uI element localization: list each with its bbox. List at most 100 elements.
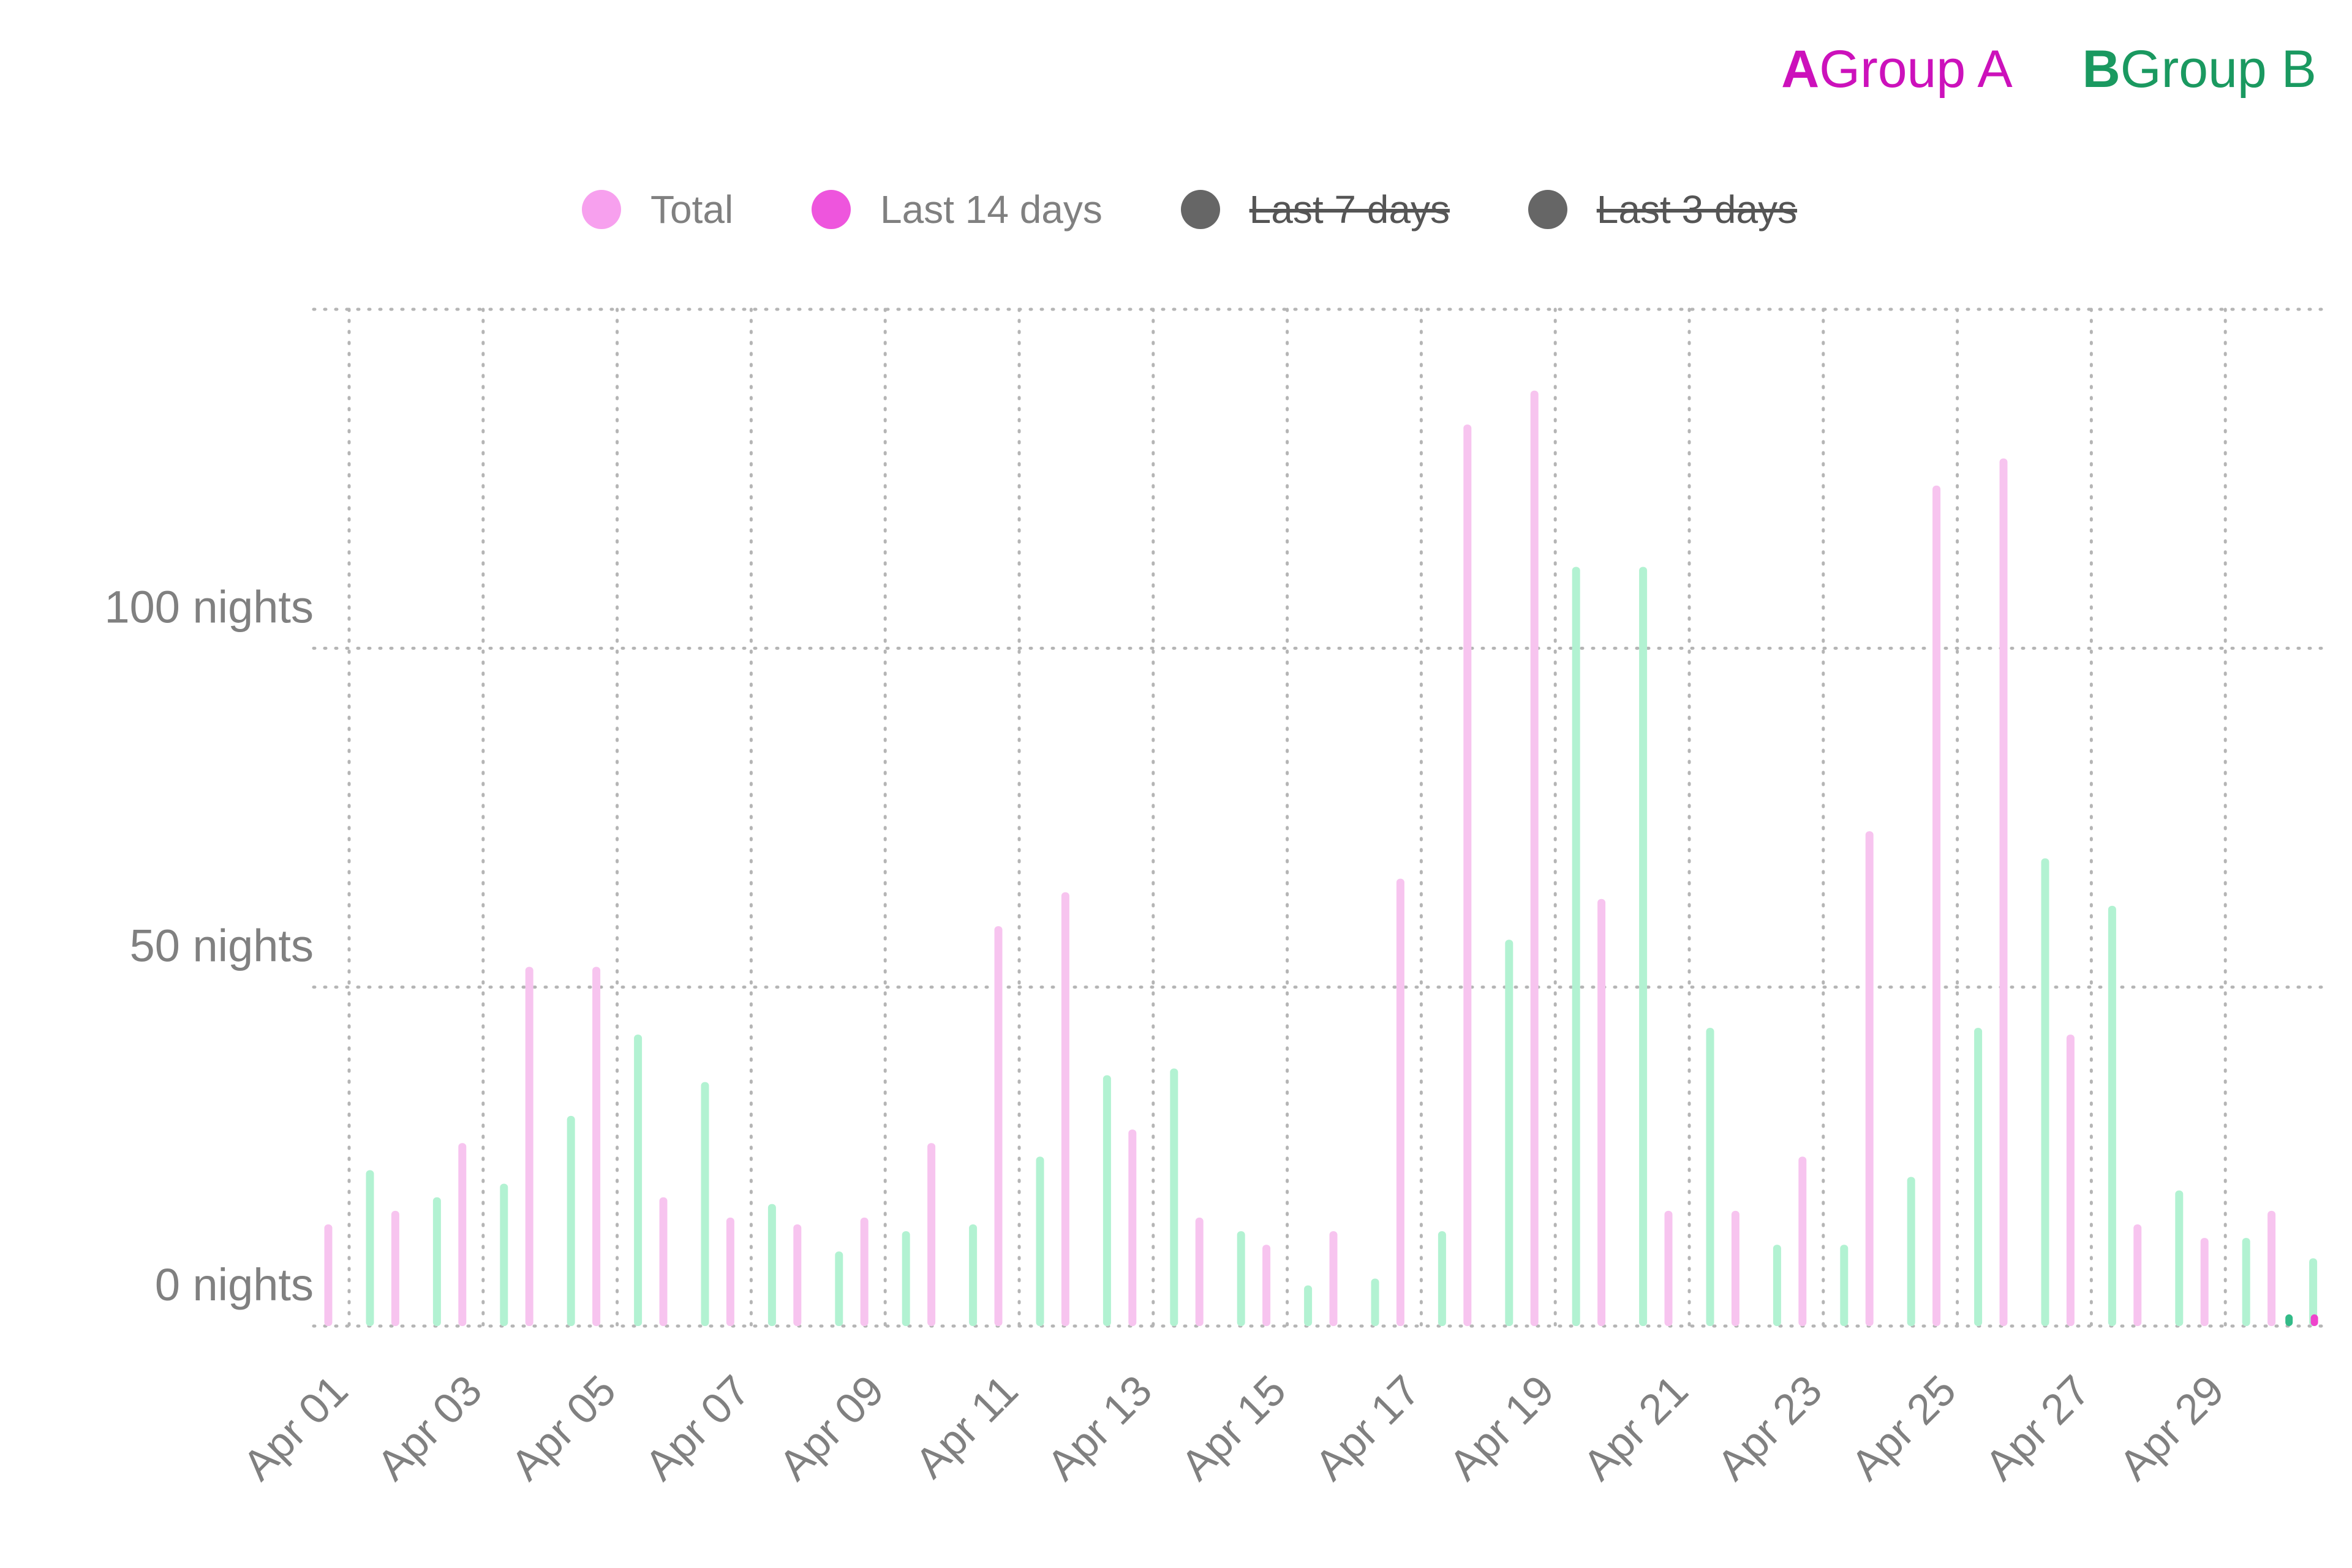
bar-b-apr-12[interactable] [1102,1075,1111,1326]
bar-b-apr-14[interactable] [1237,1231,1245,1326]
x-tick-label: Apr 21 [1574,1366,1697,1489]
bar-a-apr-17[interactable] [1396,878,1404,1326]
bar-last-14-a[interactable] [2310,1314,2318,1326]
bar-a-apr-11[interactable] [994,926,1003,1326]
bar-b-apr-19[interactable] [1572,567,1580,1326]
x-tick-label: Apr 15 [1172,1366,1295,1489]
legend-dot-last-14-days [811,190,851,229]
bar-a-apr-28[interactable] [2133,1224,2142,1326]
bar-a-apr-27[interactable] [2066,1035,2075,1326]
legend-dot-last-3-days [1528,190,1567,229]
group-b-legend-item[interactable]: BGroup B [2082,43,2316,96]
y-tick-label: 50 nights [130,921,314,971]
bar-b-apr-01[interactable] [366,1170,374,1326]
legend-dot-last-7-days [1180,190,1220,229]
bar-a-apr-23[interactable] [1798,1156,1807,1326]
legend-item-total[interactable]: Total [582,187,733,232]
bar-a-apr-07[interactable] [726,1217,734,1326]
bar-b-apr-23[interactable] [1840,1245,1849,1326]
x-tick-label: Apr 29 [2110,1366,2233,1489]
bar-b-apr-17[interactable] [1438,1231,1446,1326]
x-tick-label: Apr 09 [770,1366,893,1489]
group-b-letter: B [2082,40,2120,99]
bar-b-apr-29[interactable] [2242,1238,2250,1326]
x-tick-label: Apr 11 [906,1366,1027,1487]
y-tick-label: 100 nights [105,581,314,632]
bar-b-apr-06[interactable] [701,1082,709,1326]
bar-a-apr-12[interactable] [1061,892,1069,1326]
bar-a-apr-01[interactable] [324,1224,333,1326]
bar-a-apr-14[interactable] [1195,1217,1204,1326]
bar-b-apr-04[interactable] [567,1115,575,1326]
legend-item-last-3-days[interactable]: Last 3 days [1528,187,1797,232]
bar-b-apr-11[interactable] [1036,1156,1044,1326]
bar-b-apr-25[interactable] [1974,1028,1983,1326]
bar-b-apr-15[interactable] [1304,1285,1313,1326]
bar-b-apr-28[interactable] [2175,1190,2184,1326]
x-tick-label: Apr 01 [234,1366,357,1489]
bar-b-apr-24[interactable] [1907,1177,1915,1326]
bar-b-apr-16[interactable] [1371,1278,1379,1326]
bar-last-14-b[interactable] [2285,1314,2293,1326]
bar-b-apr-27[interactable] [2108,905,2116,1326]
bars [324,390,2318,1327]
group-b-label: Group B [2120,40,2316,99]
bar-b-apr-02[interactable] [432,1197,441,1326]
group-a-legend-item[interactable]: AGroup A [1781,43,2013,96]
grid-lines [312,307,2329,1328]
group-legend: AGroup A BGroup B [1726,43,2316,96]
bar-a-apr-20[interactable] [1597,899,1606,1326]
bar-a-apr-09[interactable] [860,1217,869,1326]
bar-b-apr-10[interactable] [969,1224,978,1326]
legend-item-last-14-days[interactable]: Last 14 days [811,187,1102,232]
legend-dot-total [582,190,621,229]
bar-a-apr-26[interactable] [1999,458,2008,1326]
bar-b-apr-22[interactable] [1773,1245,1781,1326]
legend-label-last-7-days: Last 7 days [1249,187,1450,232]
bar-a-apr-13[interactable] [1128,1129,1137,1326]
x-tick-label: Apr 05 [502,1366,625,1489]
x-axis-labels: Apr 01 Apr 03 Apr 05 Apr 07 Apr 09 Apr 11 Apr … [234,1366,2233,1489]
bar-a-apr-02[interactable] [391,1210,399,1326]
bar-a-apr-22[interactable] [1731,1210,1740,1326]
legend-label-last-14-days: Last 14 days [880,187,1102,232]
bar-b-apr-18[interactable] [1505,940,1513,1326]
bar-a-apr-16[interactable] [1329,1231,1338,1326]
bar-a-apr-03[interactable] [458,1143,467,1326]
legend-item-last-7-days[interactable]: Last 7 days [1180,187,1450,232]
x-tick-label: Apr 07 [636,1366,759,1489]
bar-b-apr-05[interactable] [634,1035,643,1326]
bar-a-apr-05[interactable] [592,967,601,1326]
bar-b-apr-20[interactable] [1639,567,1648,1326]
bar-b-apr-21[interactable] [1706,1028,1714,1326]
bar-b-apr-08[interactable] [835,1251,843,1326]
bar-a-apr-24[interactable] [1865,831,1874,1326]
bar-a-apr-18[interactable] [1463,424,1472,1327]
bar-b-apr-13[interactable] [1170,1068,1178,1326]
bar-b-apr-30[interactable] [2309,1258,2318,1326]
bar-a-apr-04[interactable] [525,967,533,1326]
x-tick-label: Apr 27 [1976,1366,2099,1489]
bar-a-apr-25[interactable] [1932,485,1941,1326]
bar-a-apr-06[interactable] [659,1197,668,1326]
series-legend: Total Last 14 days Last 7 days Last 3 da… [582,187,1864,236]
legend-label-total: Total [650,187,734,232]
bar-a-apr-15[interactable] [1262,1245,1271,1326]
y-axis-labels: 0 nights 50 nights 100 nights [105,581,314,1310]
bar-a-apr-08[interactable] [793,1224,802,1326]
bar-a-apr-19[interactable] [1530,390,1539,1326]
legend-label-last-3-days: Last 3 days [1596,187,1798,232]
group-a-label: Group A [1819,40,2013,99]
x-tick-label: Apr 13 [1038,1366,1161,1489]
bar-b-apr-26[interactable] [2041,858,2049,1326]
bar-a-apr-30[interactable] [2267,1210,2276,1326]
bar-a-apr-10[interactable] [927,1143,936,1326]
y-tick-label: 0 nights [155,1259,314,1310]
bar-b-apr-09[interactable] [902,1231,910,1326]
bar-a-apr-21[interactable] [1664,1210,1673,1326]
x-tick-label: Apr 25 [1842,1366,1965,1489]
bar-b-apr-07[interactable] [767,1204,776,1326]
bar-b-apr-03[interactable] [500,1183,508,1326]
bar-a-apr-29[interactable] [2200,1238,2209,1326]
